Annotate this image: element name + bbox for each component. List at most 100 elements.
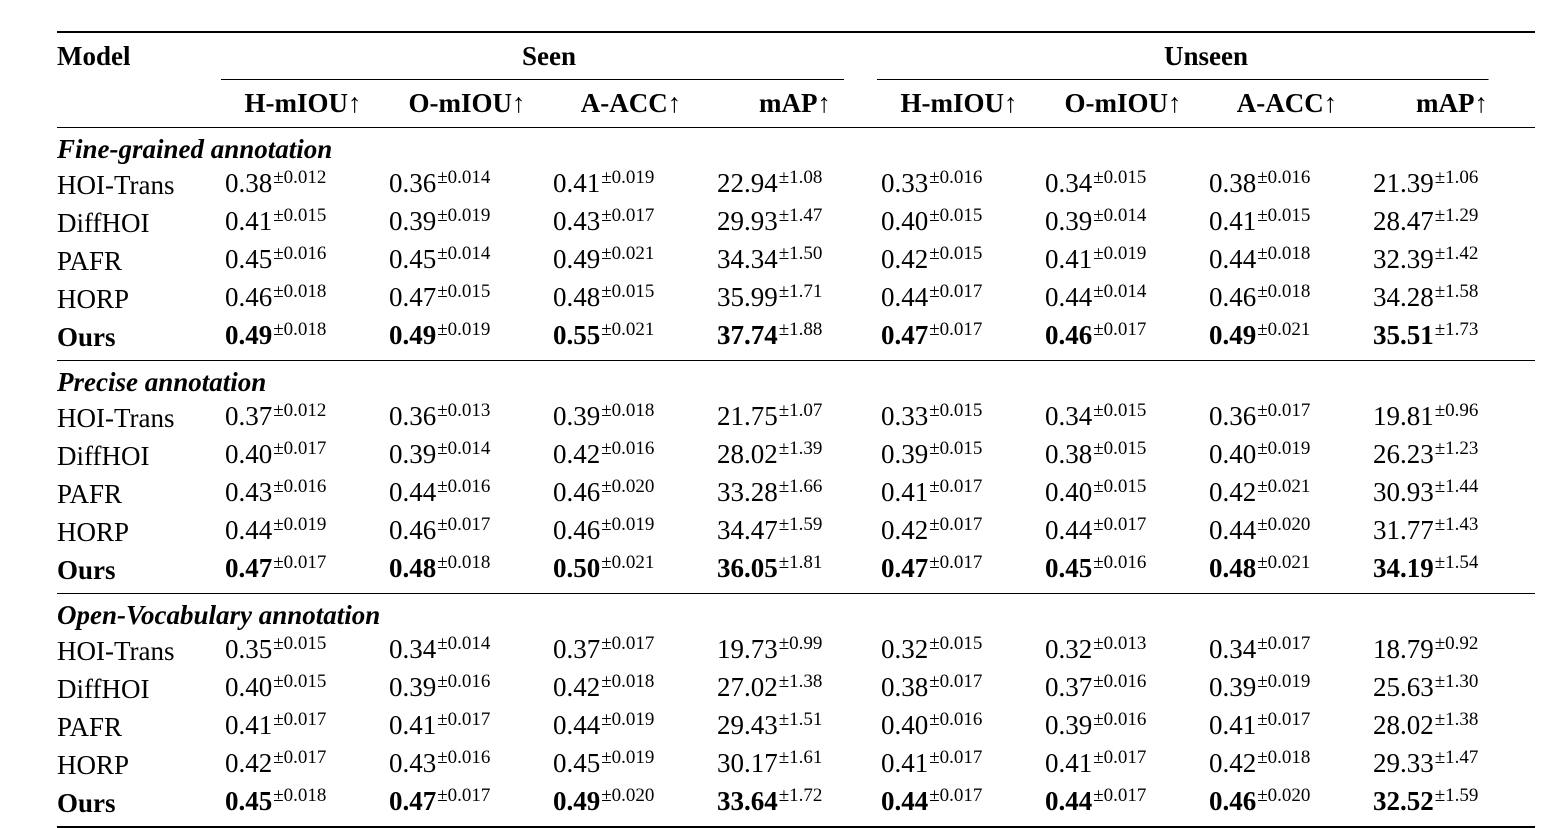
metric-value: 0.42: [553, 672, 601, 702]
metric-value-cell: 0.43±0.016: [221, 475, 385, 513]
metric-std: ±0.019: [1093, 243, 1147, 264]
metric-value: 0.41: [881, 477, 929, 507]
metric-value-cell: 0.41±0.017: [1205, 708, 1369, 746]
metric-std: ±0.021: [601, 552, 655, 573]
metric-std: ±0.015: [1093, 400, 1147, 421]
metric-value-cell: 0.44±0.017: [1041, 513, 1205, 551]
metric-std: ±0.017: [929, 319, 983, 340]
metric-value: 0.41: [389, 710, 437, 740]
metric-value: 27.02: [717, 672, 778, 702]
metric-std: ±0.012: [273, 167, 327, 188]
table-row: HORP 0.44±0.019 0.46±0.017 0.46±0.019 34.47±…: [57, 513, 1535, 551]
metric-value: 0.49: [1209, 320, 1257, 350]
metric-value: 0.40: [225, 672, 273, 702]
metric-value-cell: 0.44±0.018: [1205, 242, 1369, 280]
metric-value: 19.73: [717, 634, 778, 664]
metric-std: ±1.43: [1434, 514, 1479, 535]
metric-value-cell: 0.43±0.016: [385, 746, 549, 784]
metric-value-cell: 0.41±0.017: [385, 708, 549, 746]
metric-value-cell: 22.94±1.08: [713, 166, 877, 204]
metric-std: ±0.014: [1093, 205, 1147, 226]
metric-value-cell: 0.39±0.015: [877, 437, 1041, 475]
metric-std: ±0.019: [601, 709, 655, 730]
metric-value-cell: 0.37±0.012: [221, 399, 385, 437]
metric-value: 0.41: [1045, 748, 1093, 778]
metric-std: ±1.71: [778, 281, 823, 302]
metric-value-cell: 35.51±1.73: [1369, 318, 1536, 361]
metric-header: mAP↑: [1369, 79, 1536, 128]
metric-value-cell: 34.47±1.59: [713, 513, 877, 551]
metric-value-cell: 0.33±0.016: [877, 166, 1041, 204]
metric-value: 0.44: [1209, 515, 1257, 545]
metric-std: ±1.23: [1434, 438, 1479, 459]
metric-value: 0.39: [553, 401, 601, 431]
metric-value-cell: 0.45±0.016: [221, 242, 385, 280]
metric-std: ±1.47: [778, 205, 823, 226]
model-name-cell: HORP: [57, 750, 130, 780]
model-name-cell: PAFR: [57, 246, 123, 276]
metric-header: mAP↑: [713, 79, 877, 128]
metric-value: 0.38: [1045, 439, 1093, 469]
metric-value-cell: 0.43±0.017: [549, 204, 713, 242]
metric-std: ±1.42: [1434, 243, 1479, 264]
metric-value: 21.39: [1373, 168, 1434, 198]
metric-std: ±0.014: [437, 438, 491, 459]
metric-std: ±1.66: [778, 476, 823, 497]
metric-value: 34.47: [717, 515, 778, 545]
metric-value: 32.52: [1373, 786, 1434, 816]
metric-value: 29.93: [717, 206, 778, 236]
metric-std: ±0.021: [1257, 552, 1311, 573]
metric-value: 0.55: [553, 320, 601, 350]
metric-value: 0.38: [225, 168, 273, 198]
metric-std: ±0.015: [1093, 167, 1147, 188]
metric-value-cell: 0.47±0.015: [385, 280, 549, 318]
metric-value: 0.45: [225, 244, 273, 274]
metric-std: ±0.020: [601, 476, 655, 497]
metric-std: ±1.81: [778, 552, 823, 573]
metric-value-cell: 0.34±0.015: [1041, 166, 1205, 204]
metric-value-cell: 0.46±0.019: [549, 513, 713, 551]
model-column-header: Model: [57, 31, 221, 79]
metric-std: ±0.015: [273, 633, 327, 654]
metric-value-cell: 0.41±0.017: [877, 746, 1041, 784]
metric-std: ±0.014: [437, 243, 491, 264]
metric-value-cell: 0.46±0.020: [549, 475, 713, 513]
metric-std: ±0.013: [1093, 633, 1147, 654]
section-header-row: Open-Vocabulary annotation: [57, 594, 1535, 633]
metric-value-cell: 0.47±0.017: [221, 551, 385, 594]
metric-value: 0.42: [225, 748, 273, 778]
metric-value-cell: 0.44±0.019: [549, 708, 713, 746]
metric-std: ±0.015: [1257, 205, 1311, 226]
metric-value: 0.43: [389, 748, 437, 778]
metric-value: 33.64: [717, 786, 778, 816]
metric-value: 0.34: [1045, 168, 1093, 198]
metric-value: 35.99: [717, 282, 778, 312]
metric-value-cell: 32.39±1.42: [1369, 242, 1535, 280]
metric-std: ±1.06: [1434, 167, 1479, 188]
metric-value-cell: 0.39±0.016: [385, 670, 549, 708]
metric-value-cell: 0.32±0.013: [1041, 632, 1205, 670]
metric-value-cell: 0.49±0.021: [1205, 318, 1369, 361]
metric-value-cell: 29.43±1.51: [713, 708, 877, 746]
results-table-container: Model Seen Unseen H-mIOU↑ O-mIOU↑ A-ACC↑…: [57, 31, 1536, 828]
metric-value-cell: 0.55±0.021: [549, 318, 713, 361]
table-row: PAFR 0.45±0.016 0.45±0.014 0.49±0.021 34.34±…: [57, 242, 1535, 280]
metric-value-cell: 19.81±0.96: [1369, 399, 1535, 437]
metric-value: 0.33: [881, 168, 929, 198]
metric-value-cell: 32.52±1.59: [1369, 784, 1536, 828]
metric-std: ±0.017: [601, 633, 655, 654]
metric-value: 0.47: [389, 282, 437, 312]
metric-value: 0.49: [389, 320, 437, 350]
metric-value: 0.44: [225, 515, 273, 545]
metric-value: 36.05: [717, 553, 778, 583]
metric-value-cell: 0.38±0.016: [1205, 166, 1369, 204]
metric-value-cell: 0.37±0.016: [1041, 670, 1205, 708]
metric-std: ±0.017: [1093, 747, 1147, 768]
metric-value-cell: 27.02±1.38: [713, 670, 877, 708]
metric-std: ±0.014: [437, 167, 491, 188]
metric-value-cell: 0.46±0.018: [1205, 280, 1369, 318]
table-row: HOI-Trans 0.37±0.012 0.36±0.013 0.39±0.018 2…: [57, 399, 1535, 437]
metric-value-cell: 0.39±0.014: [1041, 204, 1205, 242]
metric-value-cell: 0.34±0.015: [1041, 399, 1205, 437]
metric-value: 0.44: [881, 282, 929, 312]
